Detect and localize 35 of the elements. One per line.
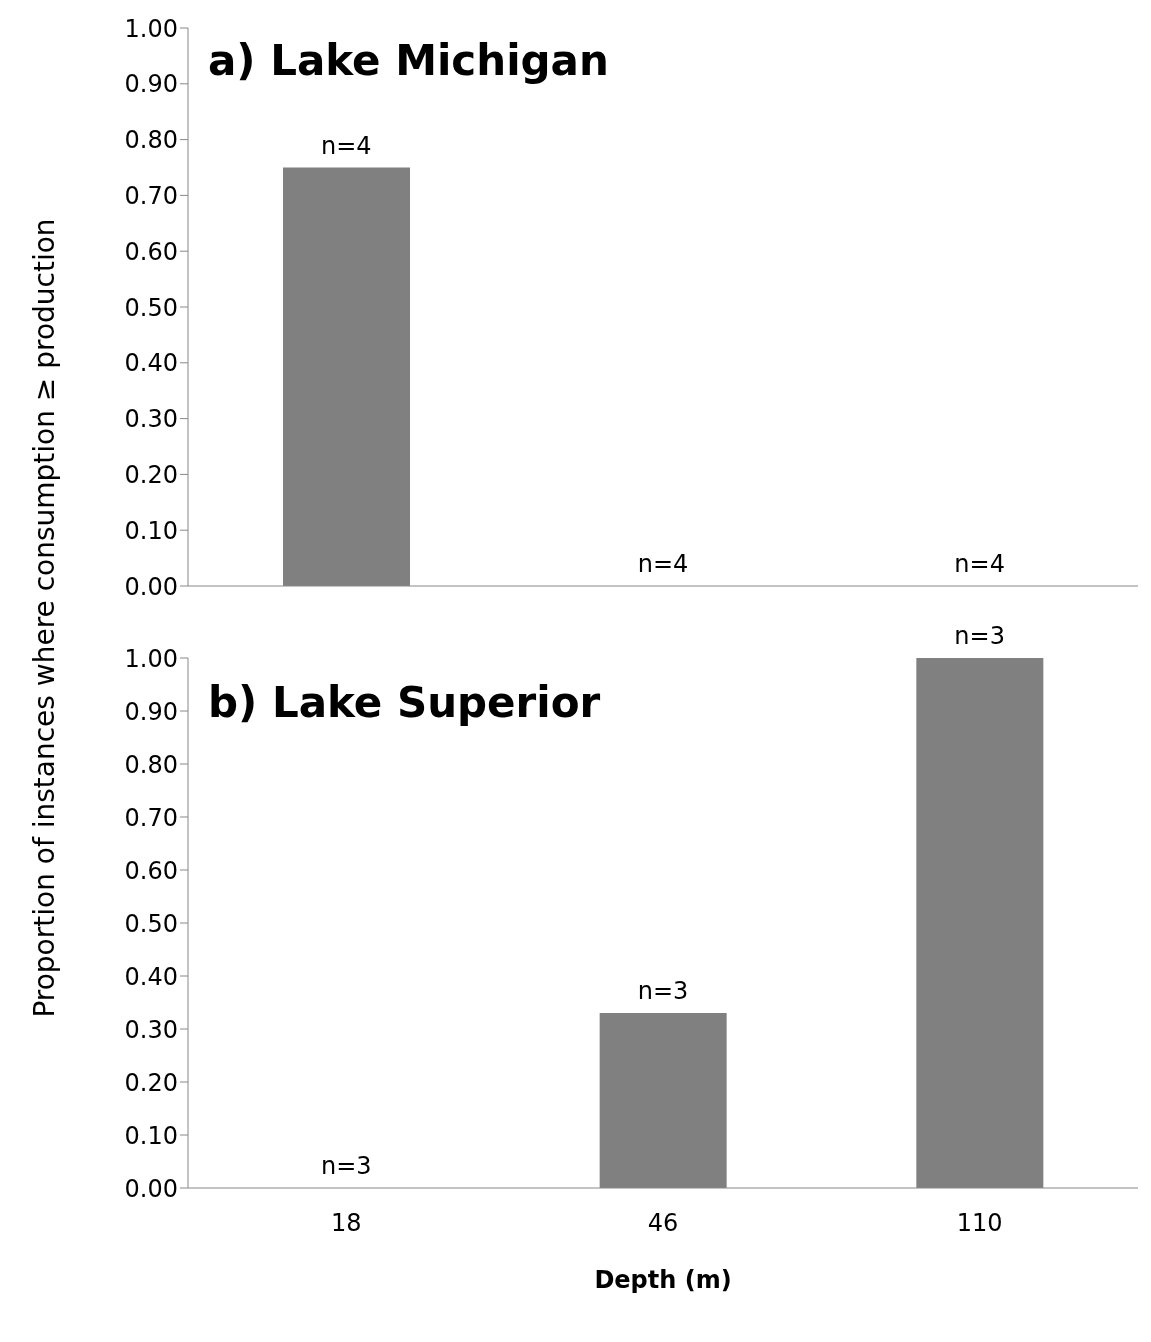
text: b) Lake Superior	[208, 678, 601, 727]
y-tick-label: 1.00	[124, 644, 178, 673]
annotation: n=3	[637, 977, 689, 1006]
y-tick-label: 0.40	[124, 349, 178, 378]
y-tick-label: 0.70	[124, 181, 178, 210]
y-tick-label: 0.60	[124, 856, 178, 885]
annotation: n=4	[321, 131, 372, 160]
x-tick-label: 110	[956, 1209, 1003, 1238]
y-tick-label: 0.10	[124, 516, 178, 545]
y-tick-label: 0.60	[124, 237, 178, 266]
y-tick-label: 0.50	[124, 293, 178, 322]
y-tick-label: 0.90	[124, 697, 178, 726]
y-tick-label: 0.90	[124, 70, 178, 99]
x-tick-label: 18	[331, 1209, 362, 1238]
chart-title: a) Lake Michigan	[208, 36, 609, 85]
y-tick-label: 0.00	[124, 572, 178, 601]
y-tick-label: 0.00	[124, 1174, 178, 1203]
y-tick-label: 0.40	[124, 962, 178, 991]
annotation: n=3	[321, 1152, 372, 1180]
y-tick-label: 0.20	[124, 1068, 178, 1097]
y-tick-label: 0.50	[124, 909, 178, 938]
y-tick-label: 0.70	[124, 803, 178, 832]
annotation: n=4	[637, 550, 689, 578]
annotation: n=3	[954, 622, 1005, 650]
x-axis-title: Depth (m)	[594, 1266, 732, 1294]
y-tick-label: 0.30	[124, 1015, 178, 1044]
y-tick-label: 0.20	[124, 460, 178, 489]
y-tick-label: 0.10	[124, 1121, 178, 1150]
y-axis-title: Proportion of instances where consumption ≥ production	[27, 218, 61, 1018]
y-tick-label: 1.00	[124, 14, 178, 43]
annotation: n=4	[954, 550, 1005, 578]
y-tick-label: 0.30	[124, 405, 178, 434]
x-tick-label: 46	[647, 1209, 679, 1238]
y-tick-label: 0.80	[124, 126, 178, 155]
y-tick-label: 0.80	[124, 750, 178, 779]
